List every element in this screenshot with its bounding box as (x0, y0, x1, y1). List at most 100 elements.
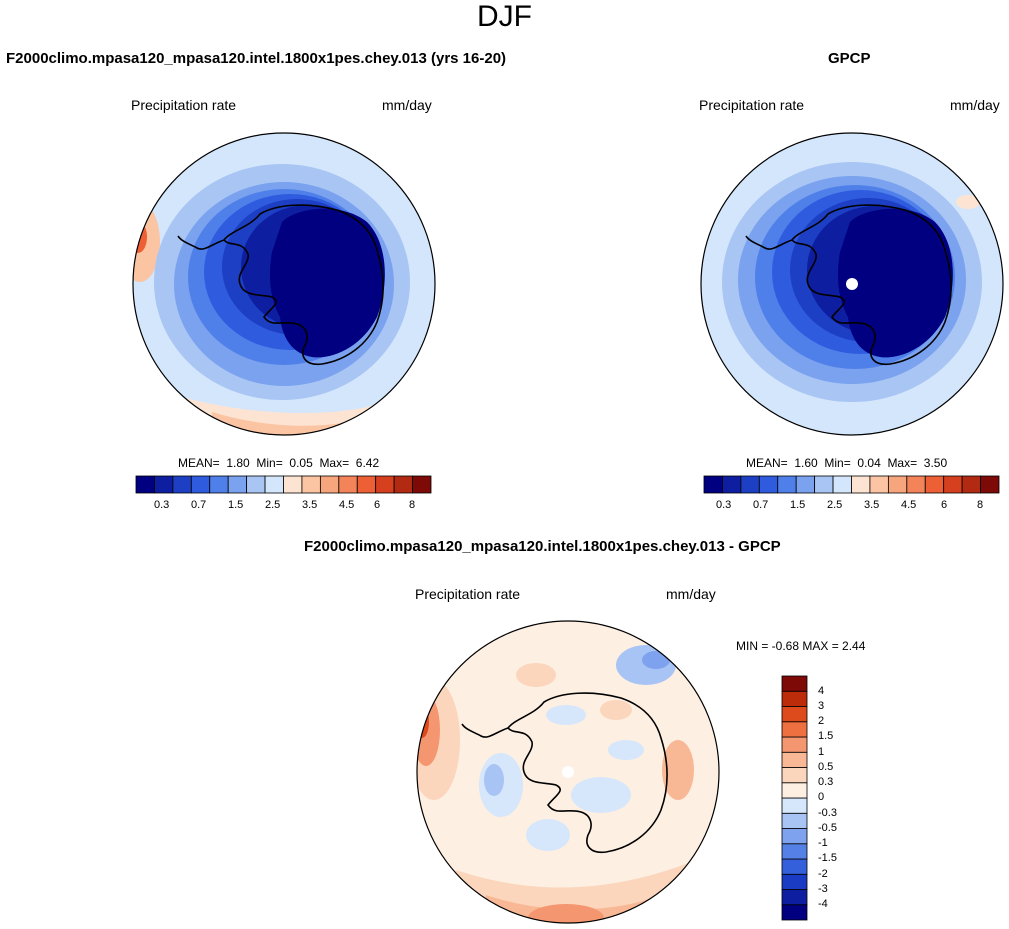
colorbar-swatch (781, 767, 808, 784)
diff-tick: -0.5 (818, 822, 837, 834)
colorbar-swatch (781, 843, 808, 860)
colorbar-swatch (227, 475, 248, 494)
obs-tick: 0.3 (716, 499, 732, 511)
diff-tick: -2 (818, 868, 828, 880)
colorbar-swatch (264, 475, 284, 494)
colorbar-swatch (781, 812, 808, 829)
diff-tick: -0.3 (818, 807, 837, 819)
colorbar-swatch (924, 475, 945, 494)
colorbar-swatch (703, 475, 723, 494)
colorbar-swatch (135, 475, 155, 494)
colorbar-swatch (961, 475, 981, 494)
model-tick: 0.7 (191, 499, 207, 511)
model-tick: 8 (409, 499, 416, 511)
diff-precip-map (416, 620, 720, 924)
colorbar-swatch (781, 736, 808, 753)
season-title: DJF (477, 0, 532, 33)
diff-units-label: mm/day (666, 586, 716, 602)
model-stats: MEAN= 1.80 Min= 0.05 Max= 6.42 (178, 456, 380, 470)
colorbar-swatch (283, 475, 303, 494)
diff-variable-label: Precipitation rate (415, 586, 521, 602)
obs-variable-label: Precipitation rate (699, 97, 805, 113)
colorbar-swatch (943, 475, 963, 494)
diff-tick: 4 (818, 685, 825, 697)
model-tick: 3.5 (302, 499, 318, 511)
colorbar-swatch (190, 475, 211, 494)
colorbar-swatch (172, 475, 192, 494)
obs-colorbar (703, 475, 1000, 494)
diff-minmax: MIN = -0.68 MAX = 2.44 (736, 639, 866, 653)
colorbar-swatch (393, 475, 413, 494)
colorbar-swatch (375, 475, 395, 494)
colorbar-swatch (209, 475, 229, 494)
obs-units-label: mm/day (950, 97, 1000, 113)
diff-tick: -1.5 (818, 852, 837, 864)
diff-tick: 3 (818, 700, 825, 712)
colorbar-swatch (781, 889, 808, 906)
colorbar-swatch (301, 475, 321, 494)
colorbar-swatch (906, 475, 926, 494)
colorbar-swatch (722, 475, 742, 494)
model-tick: 6 (374, 499, 381, 511)
diff-tick: 0.5 (818, 761, 834, 773)
colorbar-swatch (781, 782, 808, 799)
colorbar-swatch (356, 475, 377, 494)
diff-tick: 0.3 (818, 776, 834, 788)
model-precip-map (132, 132, 436, 436)
colorbar-swatch (319, 475, 340, 494)
model-units-label: mm/day (382, 97, 432, 113)
obs-tick: 1.5 (790, 499, 806, 511)
colorbar-swatch (869, 475, 889, 494)
diff-tick: 0 (818, 791, 825, 803)
colorbar-swatch (781, 690, 808, 707)
colorbar-swatch (781, 904, 808, 921)
colorbar-swatch (781, 858, 808, 875)
model-tick: 1.5 (228, 499, 244, 511)
colorbar-swatch (781, 751, 808, 768)
obs-tick: 8 (977, 499, 984, 511)
colorbar-swatch (412, 475, 432, 494)
diff-tick: 1.5 (818, 730, 834, 742)
diff-tick: -1 (818, 837, 828, 849)
diff-colorbar (781, 675, 808, 921)
colorbar-swatch (154, 475, 174, 494)
model-tick: 2.5 (265, 499, 281, 511)
colorbar-swatch (887, 475, 908, 494)
diff-colorbar-ticks: 4 3 2 1.5 1 0.5 0.3 0 -0.3 -0.5 -1 -1.5 … (818, 676, 858, 920)
diff-tick: -4 (818, 898, 828, 910)
colorbar-swatch (781, 706, 808, 723)
diff-tick: -3 (818, 883, 828, 895)
model-colorbar-ticks: 0.3 0.7 1.5 2.5 3.5 4.5 6 8 (136, 499, 431, 513)
diff-panel-title: F2000climo.mpasa120_mpasa120.intel.1800x… (304, 538, 781, 555)
obs-tick: 6 (941, 499, 948, 511)
obs-tick: 4.5 (901, 499, 917, 511)
colorbar-swatch (758, 475, 779, 494)
colorbar-swatch (246, 475, 266, 494)
colorbar-swatch (338, 475, 358, 494)
colorbar-swatch (740, 475, 760, 494)
model-variable-label: Precipitation rate (131, 97, 237, 113)
colorbar-swatch (814, 475, 834, 494)
obs-tick: 0.7 (753, 499, 769, 511)
colorbar-swatch (781, 675, 808, 692)
colorbar-swatch (851, 475, 871, 494)
colorbar-swatch (832, 475, 852, 494)
model-tick: 0.3 (154, 499, 170, 511)
obs-panel-title: GPCP (828, 50, 871, 67)
obs-precip-map (700, 132, 1004, 436)
diff-tick: 2 (818, 715, 825, 727)
model-panel-title: F2000climo.mpasa120_mpasa120.intel.1800x… (6, 50, 507, 67)
obs-colorbar-ticks: 0.3 0.7 1.5 2.5 3.5 4.5 6 8 (704, 499, 999, 513)
colorbar-swatch (781, 873, 808, 890)
model-tick: 4.5 (339, 499, 355, 511)
colorbar-swatch (795, 475, 816, 494)
model-colorbar (135, 475, 432, 494)
colorbar-swatch (781, 721, 808, 738)
obs-tick: 2.5 (827, 499, 843, 511)
obs-tick: 3.5 (864, 499, 880, 511)
diff-tick: 1 (818, 746, 825, 758)
colorbar-swatch (781, 828, 808, 845)
colorbar-swatch (980, 475, 1000, 494)
colorbar-swatch (781, 797, 808, 814)
colorbar-swatch (777, 475, 797, 494)
